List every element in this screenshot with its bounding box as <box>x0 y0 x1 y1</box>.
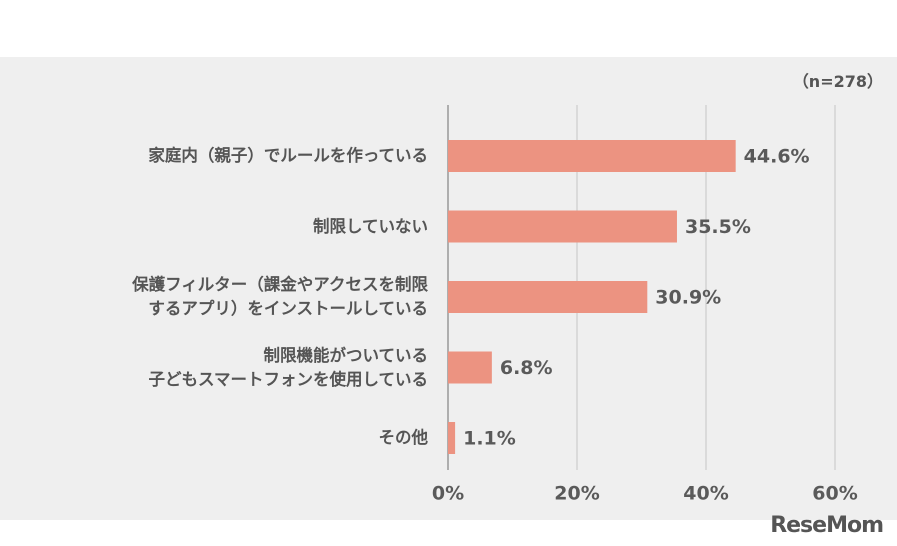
category-label: 制限機能がついている 子どもスマートフォンを使用している <box>148 345 428 389</box>
bar <box>448 422 456 454</box>
category-label: 保護フィルター（課金やアクセスを制限 するアプリ）をインストールしている <box>132 275 428 318</box>
x-tick-label: 20% <box>554 483 599 505</box>
x-tick-label: 0% <box>432 483 464 505</box>
category-label: 制限していない <box>312 216 428 236</box>
category-label: その他 <box>378 428 429 447</box>
value-label: 6.8% <box>500 357 553 379</box>
watermark: ReseMom <box>770 513 884 538</box>
value-label: 35.5% <box>685 216 751 238</box>
sample-note: （n=278） <box>792 72 883 91</box>
x-tick-label: 60% <box>812 483 857 505</box>
bar <box>448 281 648 313</box>
value-label: 30.9% <box>655 287 721 309</box>
bar <box>448 140 736 172</box>
bar <box>448 351 492 384</box>
value-label: 44.6% <box>744 146 810 168</box>
value-label: 1.1% <box>463 428 516 450</box>
bar <box>448 210 677 243</box>
x-tick-label: 40% <box>683 483 728 505</box>
category-label: 家庭内（親子）でルールを作っている <box>148 146 428 165</box>
